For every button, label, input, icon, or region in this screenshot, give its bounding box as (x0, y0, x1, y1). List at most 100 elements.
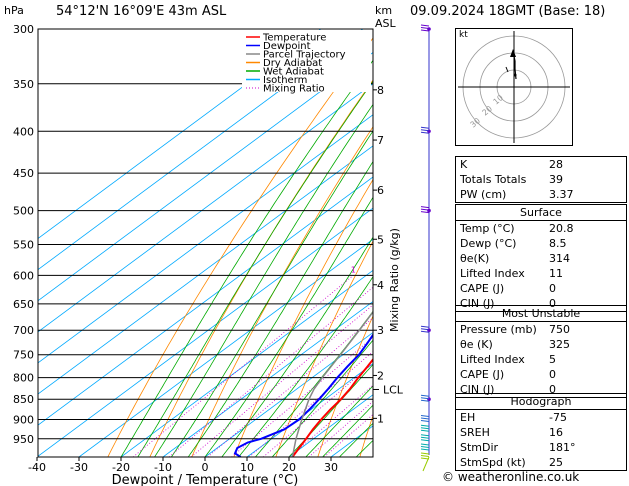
hodograph-params-table: Hodograph EH -75 SREH 16 StmDir 181° StmSpd… (455, 393, 627, 471)
isotherm-line (38, 29, 322, 239)
pressure-tick-label: 550 (13, 238, 34, 251)
wind-barb-feather (420, 448, 430, 451)
wet-adiabat (288, 363, 373, 457)
wind-barb-feather (420, 443, 430, 446)
km-tick-label: 5 (377, 233, 384, 246)
wind-barb-feather (420, 29, 430, 32)
surface-title: Surface (520, 206, 562, 219)
wind-barb-feather (420, 446, 430, 448)
mixing-ratio-label: 3 (406, 265, 411, 274)
isotherm-line (162, 300, 373, 457)
location-title: 54°12'N 16°09'E 43m ASL (56, 4, 227, 19)
legend-label: Temperature (262, 33, 326, 44)
wet-adiabat (204, 196, 373, 457)
pressure-tick-label: 300 (13, 23, 34, 36)
wet-adiabat (322, 404, 373, 457)
km-tick-label: 1 (377, 412, 384, 425)
wind-barb (420, 206, 430, 214)
wind-barb-feather (420, 457, 430, 460)
legend-label: Mixing Ratio (263, 84, 325, 95)
wind-level-dot (427, 328, 431, 333)
x-tick-label: -20 (112, 461, 130, 474)
wind-barb-feather (420, 394, 430, 397)
x-tick-label: 0 (202, 461, 209, 474)
km-tick-label: 3 (377, 324, 384, 337)
hodograph-unit-label: kt (459, 30, 468, 40)
hodograph-ring-label-20: 20 (481, 104, 495, 117)
x-tick-label: -30 (70, 461, 88, 474)
surface-row: CAPE (J) 0 (460, 282, 556, 295)
hodograph-param-row: EH -75 (460, 411, 567, 424)
pressure-tick-label: 750 (13, 349, 34, 362)
most-unstable-title: Most Unstable (501, 307, 581, 320)
legend-label: Dry Adiabat (263, 58, 322, 69)
hodograph-plot: 10 20 30 (458, 31, 570, 143)
pressure-tick-label: 500 (13, 205, 34, 218)
wind-barb-feather (420, 424, 430, 427)
mixing-ratio-line (231, 336, 373, 457)
legend-label: Wet Adiabat (263, 67, 324, 78)
isotherm-line (38, 207, 373, 457)
mixing-ratio-label: 6 (444, 265, 449, 274)
isotherm-line (38, 29, 364, 271)
wet-adiabat (120, 59, 373, 457)
wet-adiabat (255, 310, 373, 457)
wind-barb-feather (420, 427, 430, 430)
wind-barb-feather (420, 399, 430, 402)
wind-barb-feather (420, 434, 430, 437)
surface-row: Lifted Index 11 (460, 267, 563, 280)
index-row-totals: Totals Totals 39 (460, 173, 563, 186)
isotherm-line (38, 52, 373, 302)
surface-row: θe(K) 314 (460, 252, 570, 265)
surface-table: Surface Temp (°C) 20.8 Dewp (°C) 8.5 θe(K)… (455, 204, 627, 312)
most-unstable-row: Lifted Index 5 (460, 353, 556, 366)
dry-adiabat (107, 37, 373, 457)
wind-barb-feather (420, 455, 430, 457)
hodograph-segment (505, 66, 509, 73)
most-unstable-row: Pressure (mb) 750 (460, 323, 570, 336)
legend-background (242, 30, 371, 92)
pressure-tick-label: 600 (13, 269, 34, 282)
index-row-pw: PW (cm) 3.37 (460, 188, 574, 201)
most-unstable-table: Most Unstable Pressure (mb) 750 θe (K) 325… (455, 305, 627, 398)
hodograph: kt 10 20 30 (455, 28, 573, 146)
pressure-tick-label: 350 (13, 78, 34, 91)
hodograph-param-row: SREH 16 (460, 426, 563, 439)
mixing-ratio-label: 4 (421, 265, 426, 274)
km-tick-label: 6 (377, 184, 384, 197)
storm-motion-arrow (510, 49, 516, 57)
sounding-curves (233, 310, 373, 457)
indices-table: K 28 Totals Totals 39 PW (cm) 3.37 (455, 156, 627, 203)
pressure-tick-label: 800 (13, 372, 34, 385)
wind-barb-feather (420, 439, 430, 442)
surface-row: Dewp (°C) 8.5 (460, 237, 567, 250)
wind-barb-feather (420, 325, 430, 328)
wind-barb-feather (420, 131, 430, 134)
credit: © weatheronline.co.uk (442, 470, 580, 484)
wind-level-dot (427, 397, 431, 402)
wind-barb-feather (420, 420, 430, 423)
hpa-unit-label: hPa (4, 4, 24, 17)
most-unstable-row: θe (K) 325 (460, 338, 570, 351)
wet-adiabat (271, 339, 373, 457)
wind-barb-feather (420, 429, 430, 432)
pressure-tick-label: 400 (13, 125, 34, 138)
wind-barb-feather (420, 129, 430, 132)
most-unstable-row: CAPE (J) 0 (460, 368, 556, 381)
hodograph-params-title: Hodograph (510, 395, 572, 408)
wind-barb (420, 394, 430, 402)
dewpoint-line (233, 333, 373, 457)
most-unstable-row: CIN (J) 0 (460, 383, 556, 396)
isotherm-line (78, 238, 373, 457)
hodograph-ring-label-10: 10 (492, 93, 506, 106)
x-tick-label: -40 (28, 461, 46, 474)
wind-profile (420, 24, 431, 472)
wind-level-dot (427, 129, 431, 134)
wind-barb (420, 325, 430, 333)
wet-adiabat (305, 385, 373, 457)
pressure-tick-label: 450 (13, 167, 34, 180)
legend-label: Parcel Trajectory (263, 50, 346, 61)
wind-barb-feather (420, 452, 430, 455)
